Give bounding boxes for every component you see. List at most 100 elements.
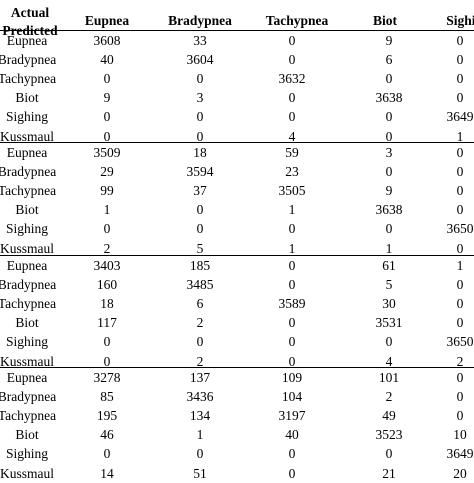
table-cell: 0 [196,128,204,144]
table-row: Kussmaul 0 2 0 4 2 [0,352,474,371]
table-cell: 3649 [446,446,474,462]
table-cell: 0 [288,446,296,462]
table-cell: 104 [281,388,303,404]
row-label: Tachypnea [0,182,57,198]
table-cell: 0 [456,276,464,292]
table-cell: 117 [97,315,117,331]
table-cell: 33 [193,32,207,48]
table-cell: 3649 [446,109,474,125]
row-label: Sighing [5,221,48,237]
table-cell: 0 [103,221,111,237]
table-cell: 0 [456,144,464,160]
table-cell: 3632 [278,70,306,86]
table-row: Sighing 0 0 0 0 3650 [0,333,474,352]
row-label: Kussmaul [0,353,54,369]
table-row: Sighing 0 0 0 0 3650 [0,220,474,239]
column-header-sighing: Sighing [446,13,474,28]
table-cell: 3589 [278,295,306,311]
table-cell: 109 [281,369,303,385]
table-cell: 0 [456,388,464,404]
table-cell: 1 [196,427,204,443]
table-cell: 1 [288,240,296,256]
table-cell: 0 [288,51,296,67]
table-cell: 29 [100,163,114,179]
table-cell: 3523 [375,427,403,443]
table-cell: 3650 [446,334,474,350]
table-cell: 30 [382,295,396,311]
table-cell: 0 [196,202,204,218]
column-header-biot: Biot [372,13,397,28]
table-cell: 0 [196,109,204,125]
table-row: Bradypnea 160 3485 0 5 0 [0,275,474,294]
table-cell: 0 [385,70,393,86]
table-cell: 3594 [186,163,214,179]
table-cell: 0 [288,257,296,273]
table-cell: 0 [456,90,464,106]
table-cell: 18 [193,144,207,160]
table-row: Sighing 0 0 0 0 3649 [0,445,474,464]
table-cell: 0 [103,334,111,350]
row-label: Biot [15,315,39,331]
table-cell: 3505 [278,182,306,198]
table-cell: 0 [288,221,296,237]
row-label: Tachypnea [0,70,57,86]
table-cell: 49 [382,407,396,423]
table-row: Bradypnea 85 3436 104 2 0 [0,387,474,406]
row-label: Sighing [5,446,48,462]
table-cell: 0 [288,465,296,481]
table-cell: 9 [385,182,393,198]
table-row: Bradypnea 40 3604 0 6 0 [0,50,474,69]
table-cell: 0 [288,353,296,369]
table-cell: 0 [385,446,393,462]
column-header-bradypnea: Bradypnea [168,13,232,28]
row-label: Bradypnea [0,276,57,292]
row-label: Eupnea [6,369,48,385]
table-cell: 2 [456,353,464,369]
table-cell: 2 [385,388,393,404]
table-cell: 0 [456,51,464,67]
row-label: Biot [15,90,39,106]
table-cell: 137 [189,369,211,385]
row-label: Eupnea [6,144,48,160]
table-row: Biot 9 3 0 3638 0 [0,89,474,108]
block-divider [0,255,474,256]
table-cell: 85 [100,388,114,404]
table-row: Biot 117 2 0 3531 0 [0,314,474,333]
table-cell: 3650 [446,221,474,237]
table-cell: 3436 [186,388,214,404]
row-label: Sighing [5,109,48,125]
table-row: Eupnea 3278 137 109 101 0 [0,368,474,387]
table-row: Bradypnea 29 3594 23 0 0 [0,162,474,181]
table-cell: 0 [196,70,204,86]
table-cell: 3638 [375,90,403,106]
table-cell: 160 [96,276,118,292]
block-divider [0,30,474,31]
table-cell: 0 [196,446,204,462]
column-header-tachypnea: Tachypnea [265,13,329,28]
table-cell: 40 [100,51,114,67]
table-cell: 9 [103,90,111,106]
table-cell: 195 [96,407,118,423]
header-row: Actual Predicted Eupnea Bradypnea Tachyp… [0,0,474,42]
table-cell: 3485 [186,276,214,292]
table-cell: 3604 [186,51,214,67]
table-cell: 0 [456,202,464,218]
table-cell: 23 [285,163,299,179]
row-label: Biot [15,427,39,443]
table-cell: 0 [456,182,464,198]
table-cell: 37 [193,182,207,198]
table-cell: 0 [196,334,204,350]
row-label: Kussmaul [0,128,54,144]
row-label: Tachypnea [0,295,57,311]
table-row: Tachypnea 18 6 3589 30 0 [0,294,474,313]
table-cell: 0 [288,315,296,331]
column-header-eupnea: Eupnea [84,13,130,28]
table-cell: 0 [385,109,393,125]
table-cell: 9 [385,32,393,48]
table-cell: 3531 [375,315,403,331]
table-row: Eupnea 3403 185 0 61 1 [0,256,474,275]
table-cell: 0 [103,446,111,462]
table-cell: 0 [456,163,464,179]
table-cell: 3278 [93,369,121,385]
table-row: Tachypnea 195 134 3197 49 0 [0,406,474,425]
